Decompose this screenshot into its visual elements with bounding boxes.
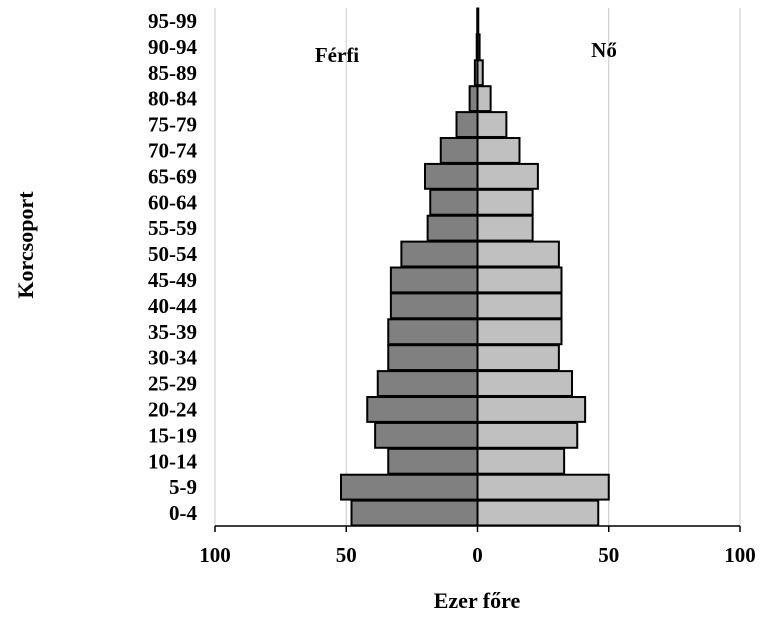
- female-bar-80-84: [478, 86, 491, 111]
- female-bar-50-54: [478, 242, 559, 267]
- female-bar-0-4: [478, 501, 599, 526]
- female-bar-40-44: [478, 293, 562, 318]
- x-axis-title: Ezer főre: [434, 588, 521, 613]
- male-bar-10-14: [388, 449, 477, 474]
- y-tick-label-85-89: 85-89: [148, 61, 197, 85]
- y-tick-label-15-19: 15-19: [148, 423, 197, 447]
- y-tick-label-95-99: 95-99: [148, 9, 197, 33]
- y-tick-label-35-39: 35-39: [148, 320, 197, 344]
- y-tick-label-0-4: 0-4: [169, 501, 197, 525]
- female-bar-45-49: [478, 268, 562, 293]
- y-tick-label-25-29: 25-29: [148, 372, 197, 396]
- female-bar-70-74: [478, 138, 520, 163]
- x-tick-labels: 100 50 0 50 100: [199, 543, 756, 567]
- series-label-male: Férfi: [315, 43, 359, 67]
- male-bar-45-49: [391, 268, 478, 293]
- female-bar-65-69: [478, 164, 538, 189]
- y-tick-label-40-44: 40-44: [148, 294, 197, 318]
- y-tick-label-60-64: 60-64: [148, 190, 197, 214]
- female-bar-15-19: [478, 423, 578, 448]
- female-bar-60-64: [478, 190, 533, 215]
- male-bar-5-9: [341, 475, 478, 500]
- male-bar-15-19: [375, 423, 477, 448]
- male-bar-20-24: [367, 397, 477, 422]
- x-tick-label: 50: [336, 543, 357, 567]
- y-axis-title: Korcsoport: [13, 191, 38, 299]
- y-tick-label-5-9: 5-9: [169, 475, 197, 499]
- x-tick-label: 100: [724, 543, 756, 567]
- male-bar-70-74: [441, 138, 478, 163]
- male-bar-35-39: [388, 319, 477, 344]
- male-bar-50-54: [401, 242, 477, 267]
- y-tick-label-10-14: 10-14: [148, 449, 197, 473]
- male-bar-55-59: [428, 216, 478, 241]
- y-tick-label-45-49: 45-49: [148, 268, 197, 292]
- y-tick-label-90-94: 90-94: [148, 35, 197, 59]
- female-bar-5-9: [478, 475, 609, 500]
- male-bar-40-44: [391, 293, 478, 318]
- x-tick-label: 0: [472, 543, 483, 567]
- series-label-female: Nő: [591, 38, 617, 62]
- x-tick-label: 100: [199, 543, 231, 567]
- male-bar-0-4: [352, 501, 478, 526]
- y-tick-label-55-59: 55-59: [148, 216, 197, 240]
- female-bar-35-39: [478, 319, 562, 344]
- male-bar-25-29: [378, 371, 478, 396]
- male-bar-30-34: [388, 345, 477, 370]
- y-tick-label-20-24: 20-24: [148, 397, 197, 421]
- female-bar-25-29: [478, 371, 573, 396]
- y-tick-label-30-34: 30-34: [148, 346, 197, 370]
- x-tick-label: 50: [598, 543, 619, 567]
- y-tick-labels: 0-45-910-1415-1920-2425-2930-3435-3940-4…: [148, 9, 197, 525]
- male-bar-60-64: [430, 190, 477, 215]
- y-tick-label-75-79: 75-79: [148, 113, 197, 137]
- female-bar-20-24: [478, 397, 586, 422]
- male-bar-75-79: [457, 112, 478, 137]
- y-tick-label-50-54: 50-54: [148, 242, 197, 266]
- male-bar-80-84: [470, 86, 478, 111]
- female-bar-55-59: [478, 216, 533, 241]
- axes: [215, 8, 740, 532]
- bars: [341, 9, 609, 526]
- female-bar-30-34: [478, 345, 559, 370]
- female-bar-75-79: [478, 112, 507, 137]
- y-tick-label-80-84: 80-84: [148, 87, 197, 111]
- male-bar-65-69: [425, 164, 478, 189]
- female-bar-10-14: [478, 449, 565, 474]
- y-tick-label-70-74: 70-74: [148, 138, 197, 162]
- y-tick-label-65-69: 65-69: [148, 164, 197, 188]
